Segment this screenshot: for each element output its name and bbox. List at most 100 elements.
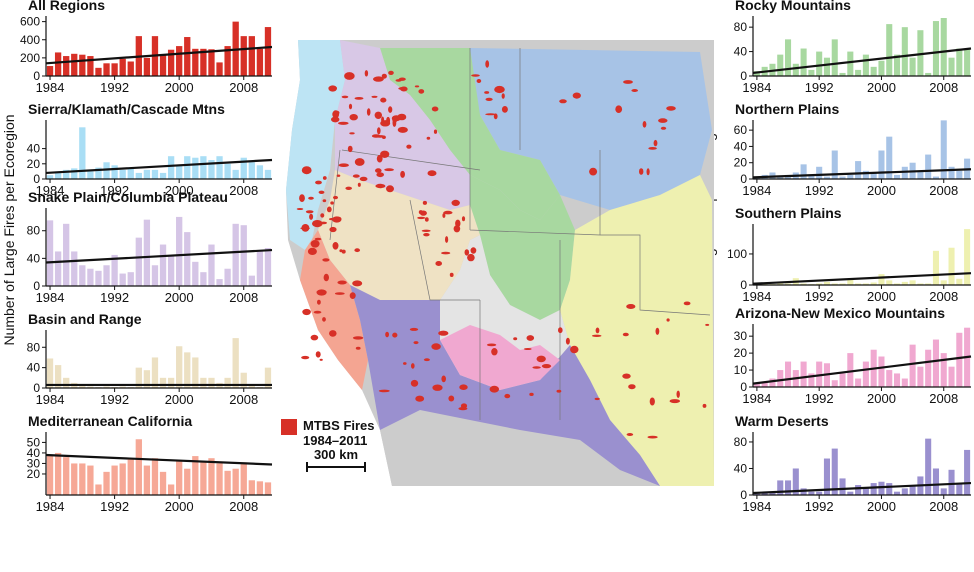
bar <box>79 54 86 76</box>
chart-panel: Rocky Mountains 0 40 80 1984 1992 2000 2008 <box>734 0 972 95</box>
bar <box>87 268 94 286</box>
fire-patch <box>397 126 408 133</box>
fire-patch <box>417 216 426 220</box>
bar <box>948 469 955 495</box>
bar <box>855 69 862 76</box>
bar <box>808 491 815 495</box>
fire-patch <box>345 186 353 190</box>
region-basin-range <box>318 170 480 300</box>
chart-title: Basin and Range <box>28 311 142 327</box>
y-tick-label: 0 <box>740 172 747 186</box>
fire-patch <box>660 126 667 130</box>
bar <box>777 176 784 179</box>
bar <box>956 278 963 285</box>
bar <box>901 281 908 285</box>
fire-patch <box>642 121 647 128</box>
bar <box>127 459 134 495</box>
fire-patch <box>565 337 570 345</box>
bar <box>248 385 255 388</box>
bar <box>816 166 823 179</box>
y-tick-label: 80 <box>27 224 41 238</box>
fire-patch <box>649 397 655 406</box>
bar <box>240 157 247 179</box>
fire-patch <box>595 327 600 334</box>
region-warm-deserts <box>350 285 660 486</box>
bar <box>769 491 776 495</box>
chart-panel: All Regions 0 200 400 600 1984 1992 2000 2008 <box>20 0 273 95</box>
bar <box>785 361 792 387</box>
fire-patch <box>615 105 623 113</box>
fire-patch <box>441 251 451 255</box>
fire-patch <box>669 399 680 404</box>
fire-patch <box>676 390 680 398</box>
bar <box>862 283 869 285</box>
bar <box>63 223 70 286</box>
fire-patch <box>354 248 361 253</box>
y-tick-label: 20 <box>27 157 41 171</box>
bar <box>909 57 916 76</box>
fire-patch <box>315 180 322 185</box>
bar <box>159 471 167 495</box>
fire-patches <box>296 60 710 439</box>
bar <box>940 353 947 387</box>
bar <box>940 120 947 179</box>
fire-patch <box>352 174 360 178</box>
fire-patch <box>467 253 475 262</box>
fire-patch <box>337 280 347 285</box>
fire-patch <box>386 185 394 193</box>
chart-panel: Southern Plains 0 100 1984 1992 2000 2008 <box>727 205 972 304</box>
bar <box>63 169 70 179</box>
fire-patch <box>431 343 441 350</box>
bar <box>95 167 102 179</box>
x-tick-label: 1984 <box>36 183 65 198</box>
bar <box>54 52 62 76</box>
fire-patch <box>523 348 532 350</box>
bar <box>248 162 255 179</box>
fire-patch <box>359 176 368 182</box>
fire-patch <box>318 190 325 194</box>
bar <box>192 157 199 179</box>
legend-fire-swatch <box>281 419 297 435</box>
y-tick-label: 60 <box>734 123 748 137</box>
fire-patch <box>331 116 340 123</box>
bar <box>143 57 151 77</box>
bar <box>224 163 231 179</box>
fire-patch <box>349 292 356 299</box>
bar <box>901 378 908 387</box>
bar <box>192 48 199 76</box>
scale-bar-label: 300 km <box>314 447 358 462</box>
trend-line <box>752 168 972 179</box>
y-tick-label: 40 <box>734 139 748 153</box>
bar <box>79 385 86 388</box>
bar <box>878 356 885 387</box>
bar <box>909 280 916 285</box>
fire-patch <box>445 236 449 243</box>
region-snake-columbia <box>335 40 470 210</box>
fire-patch <box>310 240 320 248</box>
bar <box>119 463 126 495</box>
fire-patch <box>312 220 323 228</box>
fire-patch <box>485 60 490 68</box>
fire-patch <box>355 346 361 350</box>
fire-patch <box>310 334 319 341</box>
fire-patch <box>532 366 541 369</box>
fire-patch <box>349 132 355 135</box>
bar <box>948 247 955 285</box>
fire-patch <box>623 80 633 84</box>
bar <box>54 452 62 495</box>
fire-patch <box>646 168 650 176</box>
fire-patch <box>346 73 351 76</box>
bar <box>54 171 62 179</box>
trend-line <box>45 453 273 466</box>
fire-patch <box>307 247 317 255</box>
bar <box>847 278 854 285</box>
bar <box>831 283 838 285</box>
trend-line <box>752 481 972 495</box>
fire-patch <box>433 129 438 134</box>
x-tick-label: 1984 <box>36 290 65 305</box>
bar <box>240 36 247 77</box>
fire-patch <box>385 331 389 338</box>
fire-patch <box>410 379 419 387</box>
bar <box>909 344 916 387</box>
bar <box>71 251 78 286</box>
